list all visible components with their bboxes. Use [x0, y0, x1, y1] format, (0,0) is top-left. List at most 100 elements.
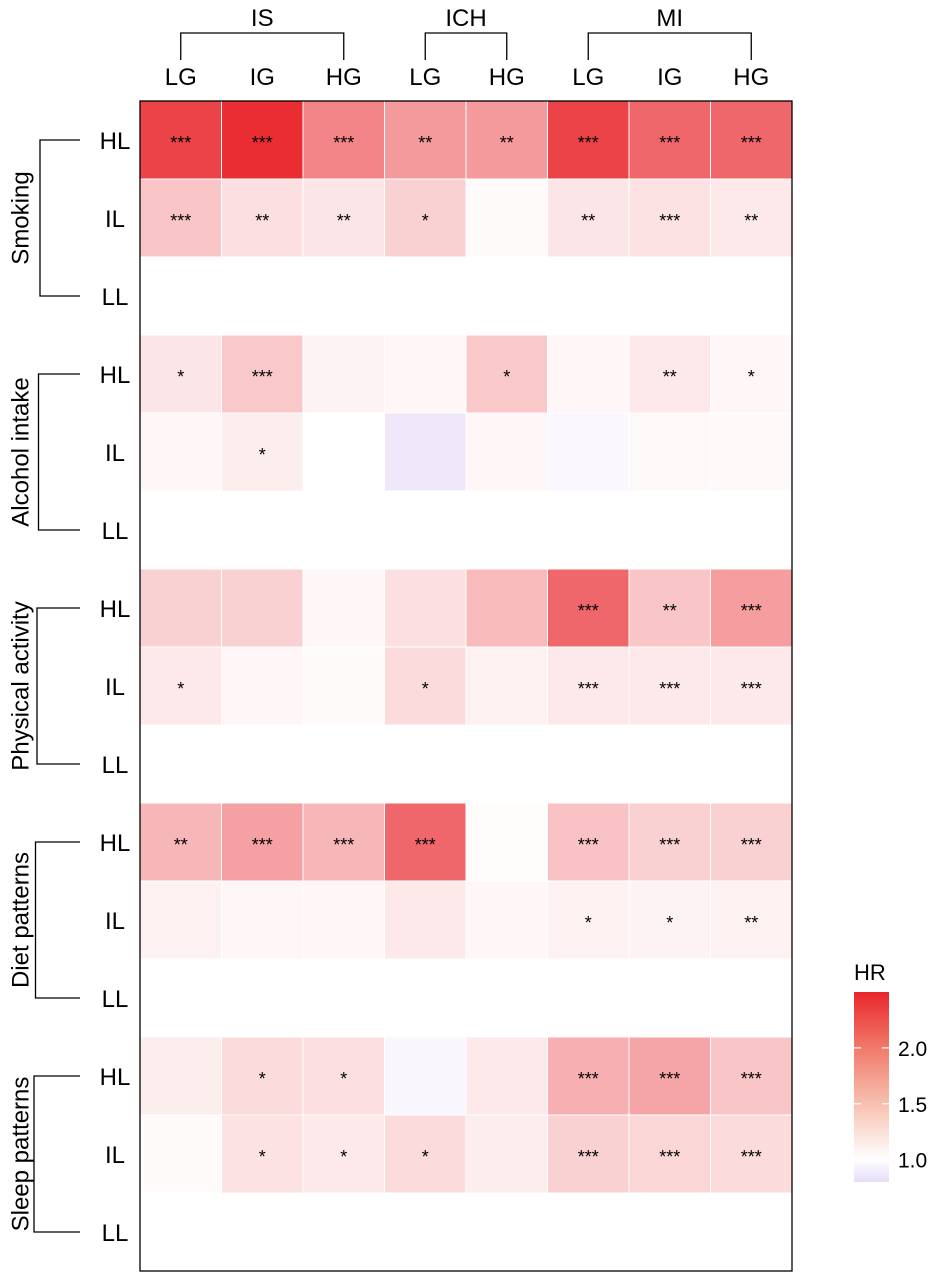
significance-label: ** — [581, 211, 595, 231]
significance-label: *** — [741, 1069, 762, 1089]
heatmap-cell — [302, 412, 385, 492]
factor-bracket — [33, 1075, 80, 1233]
heatmap-cell — [628, 646, 711, 726]
heatmap-cell — [384, 100, 467, 180]
row-labels: HL IL LL Smoking HL IL LL Alcohol intake HL IL LL P… — [7, 128, 130, 1247]
significance-label: *** — [252, 133, 273, 153]
heatmap-cell — [302, 958, 385, 1038]
heatmap-cell — [465, 100, 548, 180]
heatmap-cell — [628, 256, 711, 336]
heatmap-cell — [710, 412, 793, 492]
heatmap-cell — [384, 334, 467, 414]
significance-label: *** — [659, 1147, 680, 1167]
heatmap-cell — [384, 178, 467, 258]
significance-label: * — [259, 1147, 266, 1167]
row-label: HL — [100, 362, 131, 389]
heatmap-cell — [139, 412, 222, 492]
heatmap-cell — [628, 958, 711, 1038]
significance-label: *** — [578, 1147, 599, 1167]
heatmap-cell — [384, 412, 467, 492]
heatmap-cell — [465, 568, 548, 648]
significance-label: *** — [659, 1069, 680, 1089]
significance-label: * — [666, 913, 673, 933]
heatmap-cell — [302, 724, 385, 804]
heatmap-cell — [221, 802, 304, 882]
heatmap-cell — [139, 1036, 222, 1116]
row-label: HL — [100, 596, 131, 623]
significance-label: *** — [659, 679, 680, 699]
heatmap-cell — [221, 490, 304, 570]
heatmap-cell — [302, 1114, 385, 1194]
significance-label: *** — [659, 211, 680, 231]
row-label: HL — [100, 1064, 131, 1091]
significance-label: *** — [578, 679, 599, 699]
group-bracket-ich — [424, 32, 508, 60]
factor-bracket — [39, 139, 80, 297]
significance-label: * — [748, 367, 755, 387]
heatmap-cell — [710, 256, 793, 336]
factor-bracket — [36, 607, 80, 765]
heatmap-cell — [221, 568, 304, 648]
heatmap-cell — [384, 724, 467, 804]
heatmap-cell — [465, 1192, 548, 1272]
heatmap-cell — [465, 646, 548, 726]
heatmap-cell — [710, 646, 793, 726]
heatmap-cell — [221, 412, 304, 492]
significance-label: * — [422, 1147, 429, 1167]
heatmap-cell — [384, 568, 467, 648]
heatmap-cell — [221, 256, 304, 336]
heatmap-cell — [465, 490, 548, 570]
heatmap-cell — [710, 100, 793, 180]
column-label: LG — [572, 64, 604, 91]
heatmap-cell — [139, 1114, 222, 1194]
significance-label: * — [340, 1069, 347, 1089]
column-label: HG — [326, 64, 362, 91]
heatmap-cell — [139, 1192, 222, 1272]
heatmap-cell — [465, 334, 548, 414]
heatmap-cell — [547, 334, 630, 414]
significance-label: ** — [663, 367, 677, 387]
heatmap-cell — [710, 490, 793, 570]
significance-label: *** — [578, 835, 599, 855]
significance-label: *** — [415, 835, 436, 855]
heatmap-cell — [384, 880, 467, 960]
significance-label: ** — [418, 133, 432, 153]
significance-label: *** — [741, 679, 762, 699]
legend-title: HR — [854, 960, 886, 985]
heatmap-cell — [465, 958, 548, 1038]
heatmap-cell — [384, 1114, 467, 1194]
heatmap-cell — [628, 334, 711, 414]
heatmap-cell — [710, 802, 793, 882]
heatmap-cell — [628, 724, 711, 804]
row-label: LL — [102, 1220, 129, 1247]
significance-label: * — [259, 1069, 266, 1089]
heatmap-cell — [139, 880, 222, 960]
row-label: IL — [105, 1142, 125, 1169]
heatmap-cell — [547, 1114, 630, 1194]
heatmap-cell — [547, 646, 630, 726]
significance-label: ** — [174, 835, 188, 855]
legend-tick-label: 2.0 — [898, 1038, 927, 1061]
significance-label: * — [340, 1147, 347, 1167]
heatmap-cell — [465, 1114, 548, 1194]
heatmap-cell — [547, 724, 630, 804]
heatmap-cell — [710, 958, 793, 1038]
heatmap-cell — [547, 958, 630, 1038]
heatmap-cell — [139, 100, 222, 180]
significance-label: *** — [741, 1147, 762, 1167]
row-label: IL — [105, 674, 125, 701]
significance-label: * — [259, 445, 266, 465]
factor-label: Physical activity — [7, 601, 34, 770]
heatmap-cell — [710, 1114, 793, 1194]
heatmap-cell — [628, 1114, 711, 1194]
column-header: IS LG IG HG ICH LG HG MI LG IG HG — [165, 5, 770, 91]
legend-colorbar — [854, 992, 889, 1182]
heatmap-cell — [710, 334, 793, 414]
heatmap-cell — [547, 1036, 630, 1116]
heatmap-cell — [465, 412, 548, 492]
significance-label: *** — [252, 835, 273, 855]
heatmap-cells: *** *** *** ** ** *** *** ****** ** ** * ** *** *** **… — [139, 100, 793, 1272]
heatmap-cell — [384, 1036, 467, 1116]
heatmap-cell — [547, 880, 630, 960]
heatmap-cell — [547, 568, 630, 648]
